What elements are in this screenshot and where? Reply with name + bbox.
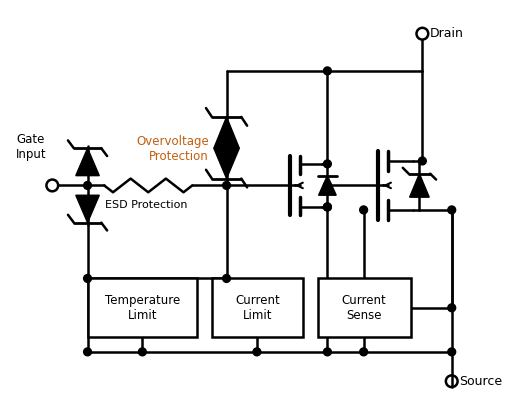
Bar — [317, 278, 411, 337]
Circle shape — [448, 304, 456, 312]
Circle shape — [448, 348, 456, 356]
Circle shape — [223, 275, 230, 282]
Text: Gate
Input: Gate Input — [15, 133, 46, 161]
Text: Current
Limit: Current Limit — [235, 294, 280, 322]
Polygon shape — [318, 175, 336, 195]
Text: ESD Protection: ESD Protection — [105, 200, 188, 210]
Text: Current
Sense: Current Sense — [342, 294, 387, 322]
Circle shape — [324, 203, 331, 211]
Circle shape — [324, 160, 331, 168]
Circle shape — [324, 67, 331, 75]
Circle shape — [223, 182, 230, 189]
Text: Overvoltage
Protection: Overvoltage Protection — [136, 135, 209, 163]
Polygon shape — [76, 148, 99, 175]
Bar — [212, 278, 303, 337]
Text: Temperature
Limit: Temperature Limit — [105, 294, 180, 322]
Circle shape — [360, 348, 368, 356]
Circle shape — [253, 348, 261, 356]
Text: Drain: Drain — [430, 27, 464, 40]
Circle shape — [324, 203, 331, 211]
Circle shape — [324, 182, 331, 189]
Circle shape — [448, 206, 456, 214]
Circle shape — [138, 348, 146, 356]
Polygon shape — [410, 174, 429, 197]
Bar — [88, 278, 197, 337]
Circle shape — [360, 206, 368, 214]
Polygon shape — [214, 148, 239, 178]
Polygon shape — [76, 195, 99, 223]
Circle shape — [418, 157, 426, 165]
Text: Source: Source — [460, 375, 503, 388]
Polygon shape — [214, 117, 239, 148]
Circle shape — [83, 182, 92, 189]
Circle shape — [324, 348, 331, 356]
Circle shape — [83, 275, 92, 282]
Circle shape — [83, 348, 92, 356]
